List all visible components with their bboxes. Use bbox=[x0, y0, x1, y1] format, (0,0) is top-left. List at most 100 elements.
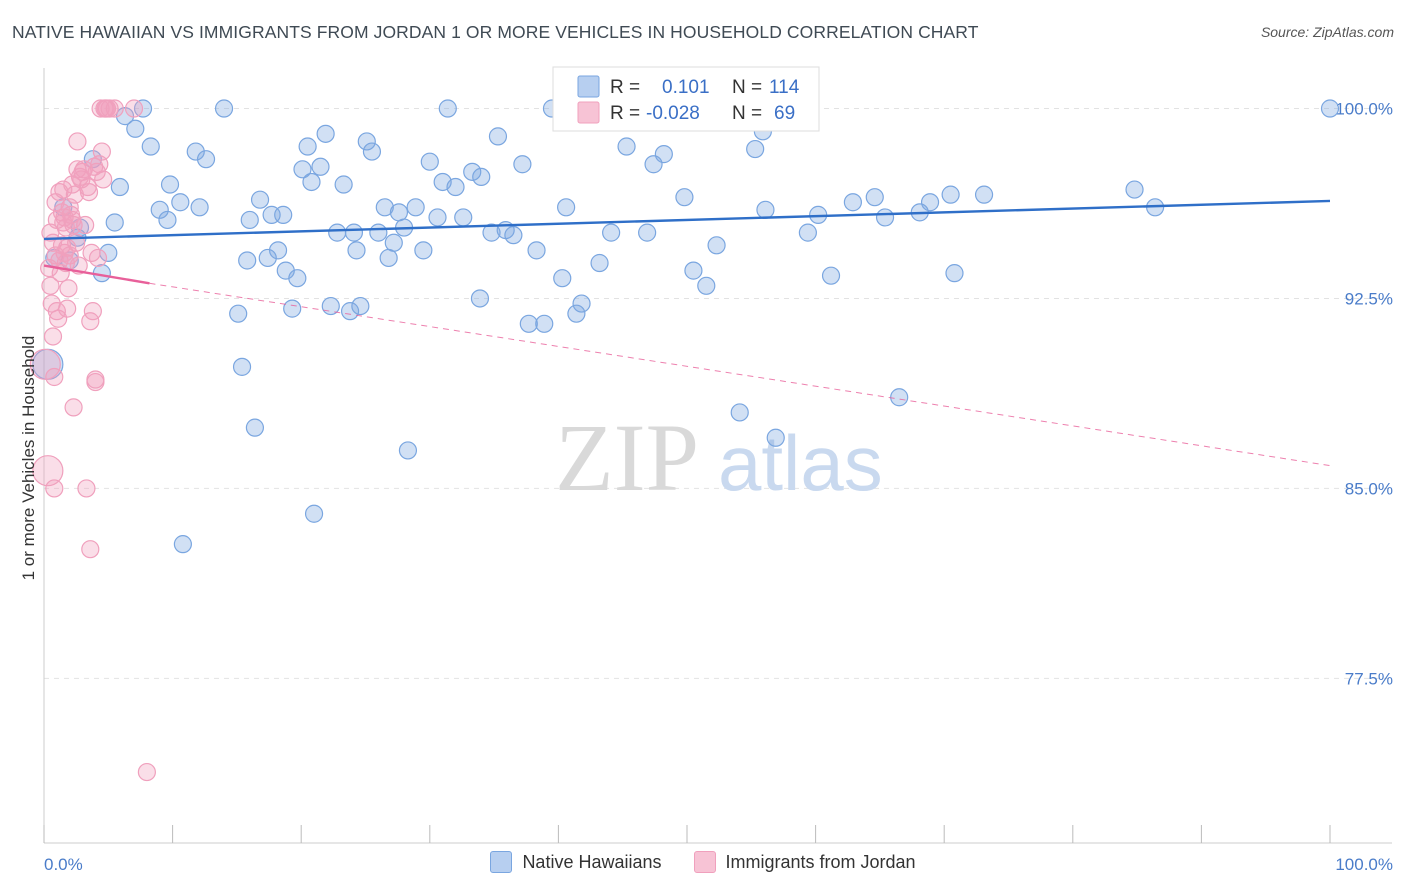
hawaiian-point-101 bbox=[821, 266, 841, 285]
legend-r-value-0: 0.101 bbox=[662, 77, 710, 98]
hawaiian-point-97 bbox=[766, 428, 785, 447]
hawaiian-point-76 bbox=[527, 241, 546, 260]
hawaiian-point-92 bbox=[707, 236, 726, 255]
hawaiian-point-32 bbox=[268, 241, 288, 260]
y-tick-label-3: 77.5% bbox=[1345, 669, 1393, 688]
trend-line-0 bbox=[43, 199, 1331, 241]
series-legend-label-1: Immigrants from Jordan bbox=[725, 851, 916, 872]
hawaiian-point-38 bbox=[298, 137, 317, 156]
series-legend-item-1: Immigrants from Jordan bbox=[693, 851, 916, 873]
hawaiian-point-42 bbox=[316, 124, 335, 143]
hawaiian-point-66 bbox=[454, 208, 473, 227]
hawaiian-point-73 bbox=[504, 226, 523, 245]
correlation-legend: R = 0.101 N = 114 R = -0.028 N = 69 bbox=[552, 66, 820, 132]
jordan-point-14 bbox=[49, 309, 68, 328]
jordan-point-28 bbox=[59, 279, 78, 298]
hawaiian-point-81 bbox=[567, 304, 586, 323]
source-label: Source: ZipAtlas.com bbox=[1260, 24, 1394, 40]
hawaiian-point-111 bbox=[1125, 180, 1144, 199]
hawaiian-point-39 bbox=[302, 172, 321, 192]
hawaiian-point-74 bbox=[513, 155, 532, 174]
jordan-point-61 bbox=[94, 170, 113, 189]
hawaiian-point-62 bbox=[428, 208, 447, 227]
hawaiian-point-91 bbox=[697, 276, 716, 295]
hawaiian-point-113 bbox=[1320, 99, 1340, 118]
hawaiian-point-65 bbox=[446, 177, 465, 197]
hawaiian-point-18 bbox=[171, 193, 190, 212]
hawaiian-point-89 bbox=[675, 188, 694, 207]
jordan-point-46 bbox=[77, 479, 96, 498]
hawaiian-point-52 bbox=[369, 223, 388, 242]
hawaiian-point-93 bbox=[730, 403, 749, 422]
hawaiian-point-21 bbox=[190, 198, 209, 217]
legend-n-value-1: 69 bbox=[774, 103, 795, 124]
legend-swatch-blue bbox=[577, 75, 600, 98]
hawaiian-point-64 bbox=[438, 99, 457, 118]
hawaiian-point-15 bbox=[150, 200, 169, 219]
hawaiian-point-19 bbox=[173, 535, 192, 554]
hawaiian-point-107 bbox=[920, 193, 940, 212]
y-axis-label: 1 or more Vehicles in Household bbox=[19, 336, 38, 581]
y-tick-label-0: 100.0% bbox=[1335, 100, 1393, 119]
hawaiian-point-28 bbox=[245, 418, 265, 437]
hawaiian-point-33 bbox=[274, 205, 293, 224]
hawaiian-point-54 bbox=[379, 248, 398, 268]
hawaiian-point-70 bbox=[482, 223, 501, 242]
series-legend-item-0: Native Hawaiians bbox=[490, 851, 662, 873]
x-tick-label-0: 0.0% bbox=[44, 855, 83, 874]
jordan-point-8 bbox=[45, 479, 64, 498]
hawaiian-point-25 bbox=[232, 357, 252, 376]
hawaiian-point-83 bbox=[590, 253, 609, 273]
trend-lines bbox=[43, 199, 1331, 467]
jordan-point-21 bbox=[54, 180, 73, 199]
jordan-point-66 bbox=[105, 99, 124, 118]
hawaiian-point-85 bbox=[617, 137, 636, 156]
hawaiian-point-49 bbox=[351, 296, 370, 316]
hawaiian-point-14 bbox=[141, 137, 160, 156]
jordan-point-55 bbox=[86, 372, 105, 392]
jordan-point-26 bbox=[58, 299, 77, 318]
watermark-atlas: atlas bbox=[718, 419, 883, 507]
hawaiian-point-45 bbox=[334, 175, 353, 194]
hawaiian-point-88 bbox=[654, 145, 673, 164]
hawaiian-point-109 bbox=[945, 264, 964, 283]
hawaiian-point-55 bbox=[384, 233, 403, 252]
series-immigrants-from-jordan bbox=[29, 99, 156, 782]
hawaiian-point-61 bbox=[420, 152, 439, 171]
hawaiian-point-36 bbox=[288, 269, 307, 288]
hawaiian-point-50 bbox=[357, 132, 376, 151]
hawaiian-point-46 bbox=[340, 302, 360, 321]
tick-labels: 100.0% 92.5% 85.0% 77.5% 0.0% 100.0% bbox=[44, 100, 1393, 874]
trend-line-1 bbox=[43, 264, 150, 285]
hawaiian-point-20 bbox=[186, 142, 205, 161]
hawaiian-point-86 bbox=[638, 223, 657, 242]
hawaiian-point-82 bbox=[572, 294, 591, 313]
watermark-zip: ZIP bbox=[555, 404, 699, 511]
hawaiian-point-67 bbox=[463, 162, 482, 181]
trend-dashed-1 bbox=[149, 282, 1331, 467]
series-legend-swatch-0 bbox=[490, 851, 513, 873]
y-tick-label-1: 92.5% bbox=[1345, 289, 1393, 308]
hawaiian-point-103 bbox=[865, 188, 884, 207]
legend-r-label-0: R = bbox=[610, 77, 640, 98]
legend-swatch-pink bbox=[577, 101, 600, 124]
hawaiian-point-108 bbox=[941, 185, 960, 204]
hawaiian-point-30 bbox=[258, 248, 277, 268]
hawaiian-point-94 bbox=[746, 139, 765, 159]
hawaiian-point-41 bbox=[311, 157, 330, 176]
hawaiian-point-68 bbox=[470, 289, 490, 308]
hawaiian-point-96 bbox=[756, 200, 775, 219]
jordan-point-45 bbox=[76, 215, 95, 235]
hawaiian-point-90 bbox=[684, 261, 703, 280]
series-legend-swatch-1 bbox=[693, 851, 716, 873]
jordan-point-53 bbox=[85, 157, 104, 176]
jordan-point-4 bbox=[41, 276, 60, 295]
hawaiian-point-60 bbox=[414, 241, 433, 260]
series-legend-label-0: Native Hawaiians bbox=[522, 851, 662, 872]
hawaiian-point-10 bbox=[110, 177, 129, 197]
hawaiian-point-105 bbox=[890, 388, 909, 407]
x-tick-label-1: 100.0% bbox=[1335, 855, 1393, 874]
hawaiian-point-104 bbox=[875, 208, 895, 227]
hawaiian-point-27 bbox=[240, 210, 259, 230]
